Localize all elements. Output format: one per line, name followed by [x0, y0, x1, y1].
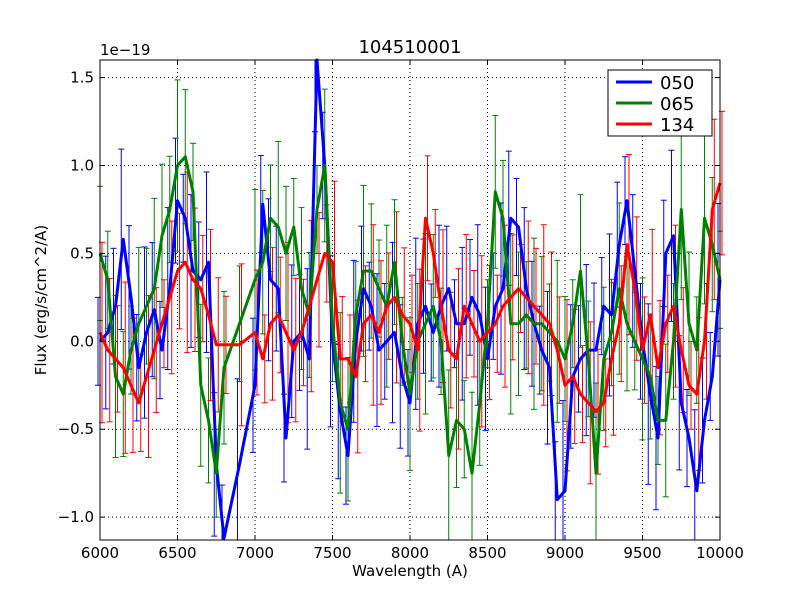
series-lines: [98, 58, 722, 540]
series-line-050: [98, 58, 722, 540]
x-tick-label: 9500: [623, 544, 661, 562]
legend-label-134: 134: [660, 115, 694, 136]
error-bar-050: [645, 303, 652, 485]
error-bar-134: [471, 270, 477, 378]
y-tick-label: −0.5: [58, 420, 94, 438]
error-bar-134: [292, 277, 299, 423]
x-tick-label: 7500: [313, 544, 351, 562]
error-bar-050: [521, 207, 528, 371]
error-bar-050: [412, 237, 419, 410]
x-tick-label: 6000: [81, 544, 119, 562]
error-bar-134: [579, 344, 586, 444]
error-bar-050: [118, 148, 125, 331]
error-bar-050: [467, 239, 473, 356]
y-tick-label: 1.0: [70, 156, 94, 174]
error-bar-134: [556, 296, 563, 404]
error-bar-050: [203, 171, 210, 353]
error-bar-134: [269, 246, 276, 401]
x-tick-label: 8500: [468, 544, 506, 562]
error-bar-134: [424, 155, 431, 282]
error-bar-134: [199, 234, 206, 343]
error-bar-134: [618, 265, 625, 383]
series-line-134: [98, 182, 722, 414]
error-bar-134: [168, 220, 175, 375]
legend-label-050: 050: [660, 73, 694, 94]
error-bar-134: [362, 265, 369, 383]
error-bar-134: [261, 314, 268, 404]
x-tick-label: 9000: [546, 544, 584, 562]
error-bar-134: [533, 247, 539, 365]
y-tick-label: 0.0: [70, 332, 94, 350]
x-tick-label: 10000: [696, 544, 744, 562]
error-bar-134: [378, 260, 384, 405]
y-tick-label: 1.5: [70, 69, 94, 87]
x-tick-label: 6500: [158, 544, 196, 562]
x-axis-label: Wavelength (A): [352, 562, 468, 580]
y-axis-label: Flux (erg/s/cm^2/A): [32, 225, 50, 376]
legend-label-065: 065: [660, 94, 694, 115]
error-bar-134: [463, 233, 470, 379]
y-tick-label: −1.0: [58, 508, 94, 526]
error-bar-134: [494, 274, 501, 373]
y-tick-label: 0.5: [70, 244, 94, 262]
x-tick-label: 8000: [391, 544, 429, 562]
y-scale-offset-label: 1e−19: [100, 41, 150, 59]
axis-ticks: 6000 6500 7000 7500 8000 8500 9000 9500 10000 −1.…: [58, 60, 744, 562]
x-tick-label: 7000: [236, 544, 274, 562]
error-bar-050: [707, 332, 714, 421]
error-bar-134: [122, 281, 129, 454]
error-bar-134: [432, 208, 439, 298]
chart-title: 104510001: [358, 37, 461, 58]
error-bar-134: [455, 268, 462, 450]
error-bar-050: [141, 246, 148, 419]
